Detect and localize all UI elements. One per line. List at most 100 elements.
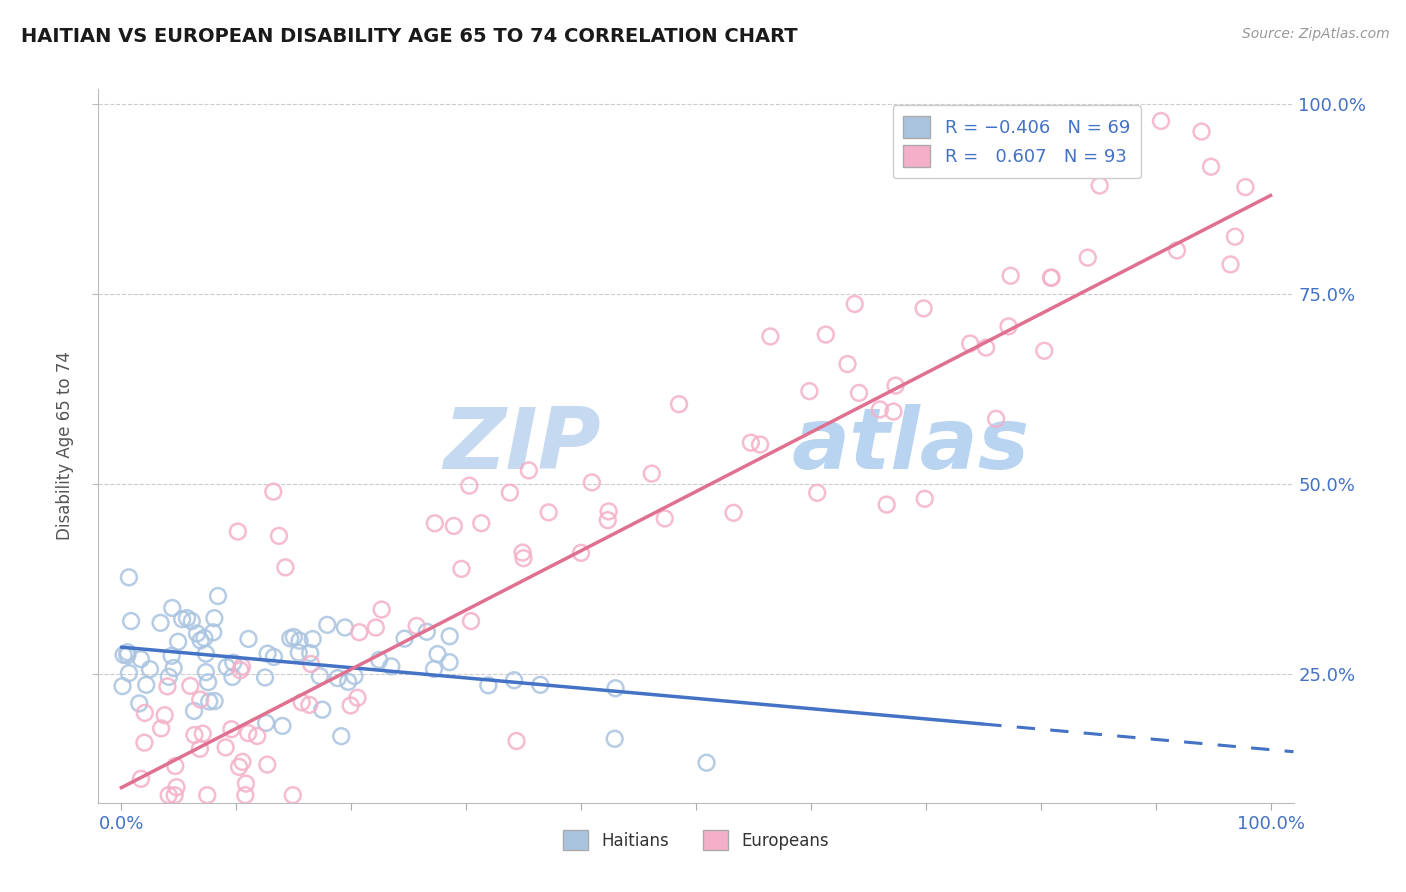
Point	[194, 647, 217, 661]
Point	[1039, 270, 1062, 285]
Point	[439, 655, 461, 669]
Point	[405, 619, 427, 633]
Point	[222, 656, 245, 670]
Point	[368, 653, 391, 667]
Point	[914, 491, 936, 506]
Point	[111, 679, 134, 693]
Point	[291, 695, 314, 709]
Point	[118, 666, 141, 681]
Point	[330, 729, 353, 743]
Point	[749, 437, 772, 451]
Point	[150, 722, 173, 736]
Point	[326, 671, 349, 685]
Point	[271, 719, 294, 733]
Point	[207, 589, 229, 603]
Point	[1199, 160, 1222, 174]
Point	[183, 728, 205, 742]
Point	[799, 384, 821, 399]
Point	[416, 624, 439, 639]
Point	[1219, 257, 1241, 271]
Point	[569, 546, 592, 560]
Point	[308, 669, 330, 683]
Point	[129, 772, 152, 786]
Point	[299, 646, 322, 660]
Point	[364, 621, 387, 635]
Point	[844, 297, 866, 311]
Text: atlas: atlas	[792, 404, 1029, 488]
Point	[238, 726, 260, 740]
Point	[443, 519, 465, 533]
Point	[195, 788, 218, 802]
Point	[233, 788, 256, 802]
Point	[118, 570, 141, 584]
Point	[1191, 125, 1213, 139]
Point	[183, 704, 205, 718]
Point	[450, 562, 472, 576]
Point	[458, 478, 481, 492]
Point	[117, 648, 139, 663]
Point	[882, 404, 904, 418]
Point	[231, 755, 253, 769]
Point	[984, 411, 1007, 425]
Text: Source: ZipAtlas.com: Source: ZipAtlas.com	[1241, 27, 1389, 41]
Y-axis label: Disability Age 65 to 74: Disability Age 65 to 74	[56, 351, 75, 541]
Point	[349, 625, 371, 640]
Point	[423, 516, 446, 531]
Point	[197, 675, 219, 690]
Point	[256, 757, 278, 772]
Point	[460, 614, 482, 628]
Point	[876, 498, 898, 512]
Point	[262, 484, 284, 499]
Point	[221, 670, 243, 684]
Point	[806, 485, 828, 500]
Point	[176, 611, 198, 625]
Point	[238, 632, 260, 646]
Point	[641, 467, 664, 481]
Point	[166, 780, 188, 795]
Point	[149, 615, 172, 630]
Point	[1150, 114, 1173, 128]
Point	[167, 634, 190, 648]
Point	[537, 505, 560, 519]
Point	[337, 674, 360, 689]
Point	[274, 560, 297, 574]
Point	[198, 694, 221, 708]
Point	[311, 703, 333, 717]
Point	[157, 670, 180, 684]
Point	[517, 463, 540, 477]
Point	[654, 511, 676, 525]
Point	[165, 759, 187, 773]
Point	[696, 756, 718, 770]
Text: HAITIAN VS EUROPEAN DISABILITY AGE 65 TO 74 CORRELATION CHART: HAITIAN VS EUROPEAN DISABILITY AGE 65 TO…	[21, 27, 797, 45]
Point	[333, 620, 356, 634]
Point	[191, 726, 214, 740]
Point	[529, 678, 551, 692]
Point	[505, 734, 527, 748]
Point	[172, 612, 194, 626]
Point	[153, 708, 176, 723]
Point	[869, 402, 891, 417]
Point	[226, 524, 249, 539]
Point	[605, 681, 627, 696]
Point	[157, 788, 180, 802]
Point	[128, 697, 150, 711]
Point	[603, 731, 626, 746]
Point	[263, 649, 285, 664]
Point	[214, 740, 236, 755]
Point	[512, 545, 534, 559]
Text: ZIP: ZIP	[443, 404, 600, 488]
Point	[959, 336, 981, 351]
Point	[204, 694, 226, 708]
Point	[997, 319, 1019, 334]
Point	[162, 601, 184, 615]
Point	[668, 397, 690, 411]
Point	[156, 679, 179, 693]
Point	[139, 662, 162, 676]
Point	[299, 657, 322, 671]
Point	[112, 648, 135, 662]
Point	[221, 722, 243, 736]
Point	[1040, 270, 1063, 285]
Point	[423, 662, 446, 676]
Point	[503, 673, 526, 688]
Point	[1223, 229, 1246, 244]
